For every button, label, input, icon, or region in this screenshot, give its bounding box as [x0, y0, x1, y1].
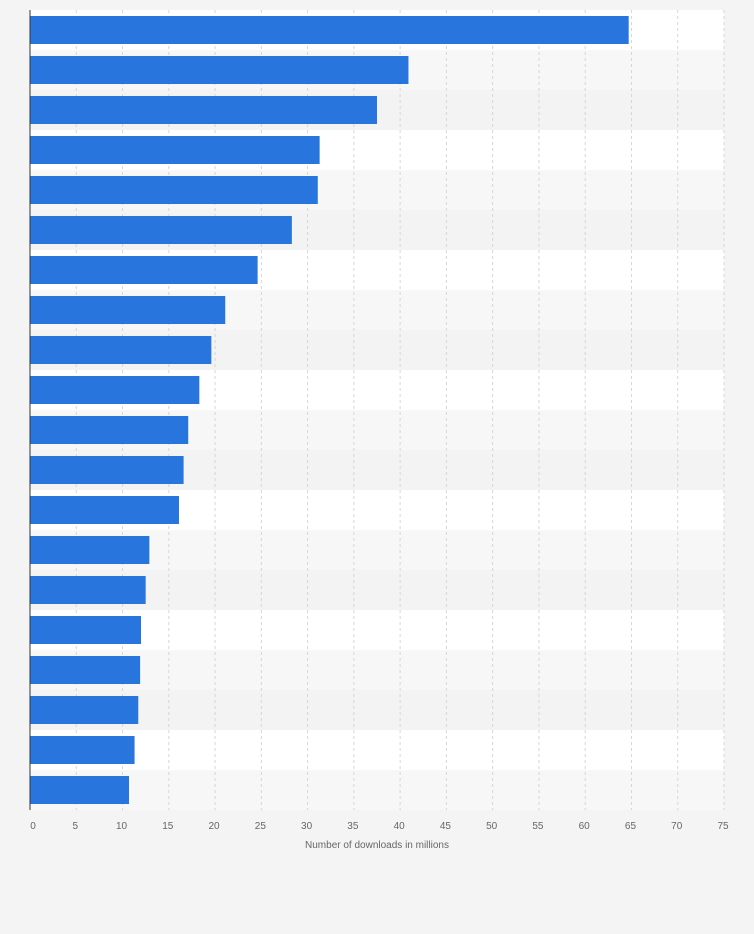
x-tick-label: 65 [625, 821, 637, 832]
bar[interactable] [30, 176, 318, 204]
bar[interactable] [30, 416, 189, 444]
bar[interactable] [30, 456, 184, 484]
x-tick-label: 70 [671, 821, 683, 832]
x-tick-label: 40 [394, 821, 406, 832]
x-tick-label: 35 [347, 821, 359, 832]
bar[interactable] [30, 336, 212, 364]
x-tick-label: 30 [301, 821, 313, 832]
bars [30, 16, 629, 804]
bar[interactable] [30, 296, 226, 324]
row-band [30, 570, 724, 610]
bar[interactable] [30, 576, 146, 604]
row-band [30, 610, 724, 650]
bar[interactable] [30, 736, 135, 764]
x-tick-label: 15 [162, 821, 174, 832]
x-axis-title: Number of downloads in millions [305, 840, 449, 851]
x-tick-label: 25 [255, 821, 267, 832]
row-band [30, 770, 724, 810]
bar[interactable] [30, 776, 130, 804]
bar[interactable] [30, 536, 150, 564]
row-band [30, 650, 724, 690]
x-tick-labels: 0 5 10 15 20 25 30 35 40 45 50 55 60 65 70 75 [30, 821, 729, 832]
x-tick-label: 45 [440, 821, 452, 832]
bar[interactable] [30, 136, 320, 164]
bar[interactable] [30, 16, 629, 44]
x-tick-label: 0 [30, 821, 36, 832]
bar[interactable] [30, 376, 200, 404]
bar[interactable] [30, 616, 142, 644]
row-band [30, 690, 724, 730]
x-tick-label: 10 [116, 821, 128, 832]
bar[interactable] [30, 496, 179, 524]
row-band [30, 730, 724, 770]
x-tick-label: 75 [717, 821, 729, 832]
row-bands [30, 10, 724, 810]
bar[interactable] [30, 256, 258, 284]
x-tick-label: 60 [579, 821, 591, 832]
x-tick-label: 20 [209, 821, 221, 832]
bar[interactable] [30, 96, 377, 124]
bar[interactable] [30, 216, 292, 244]
x-tick-label: 55 [532, 821, 544, 832]
bar[interactable] [30, 656, 141, 684]
bar[interactable] [30, 56, 409, 84]
bar[interactable] [30, 696, 139, 724]
x-tick-label: 5 [72, 821, 78, 832]
x-tick-label: 50 [486, 821, 498, 832]
